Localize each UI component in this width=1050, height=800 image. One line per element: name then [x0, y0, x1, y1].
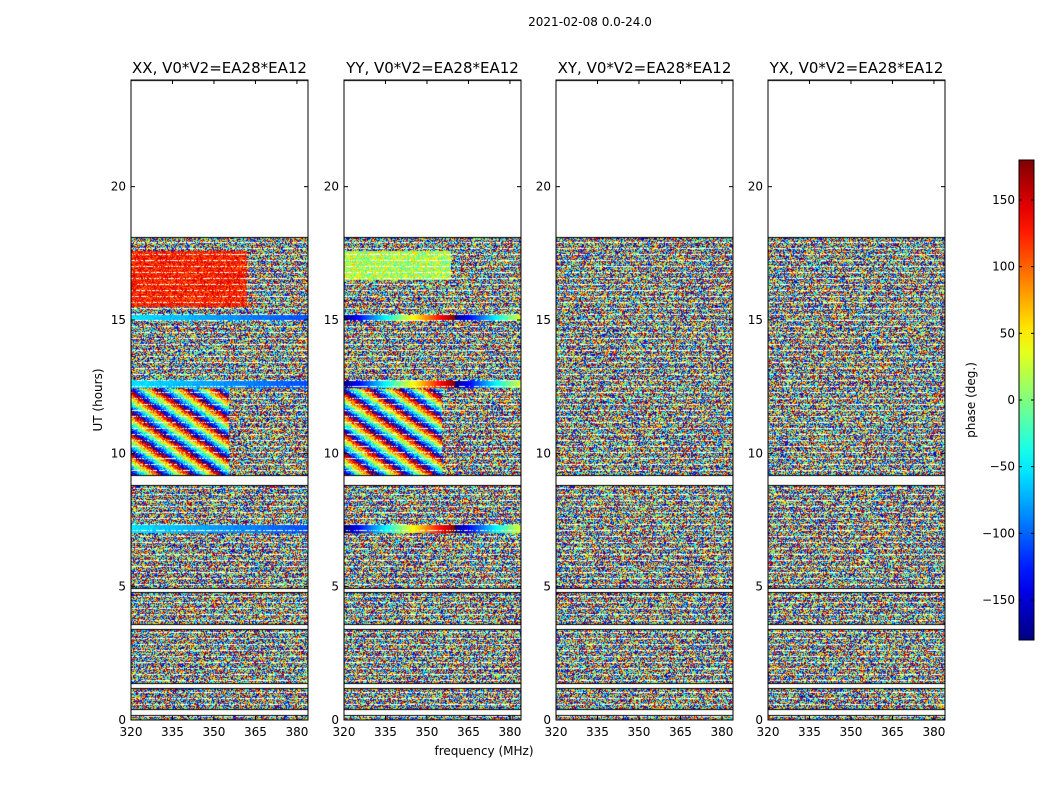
- panel-title: YY, V0*V2=EA28*EA12: [345, 59, 519, 77]
- x-tick-label: 350: [416, 725, 439, 739]
- panel-xy: XY, V0*V2=EA28*EA12 320 335 350 365 380 0 5 10 15…: [536, 59, 734, 739]
- axes-frame: [343, 79, 522, 721]
- x-tick-label: 365: [457, 725, 480, 739]
- colorbar-tick-label: 50: [1000, 326, 1015, 340]
- phase-heatmap-xy: [556, 80, 733, 720]
- axes-frame: [767, 79, 946, 721]
- figure-suptitle: 2021-02-08 0.0-24.0: [528, 15, 652, 29]
- y-tick-label: 5: [118, 580, 126, 594]
- x-tick-label: 335: [161, 725, 184, 739]
- panel-title: XX, V0*V2=EA28*EA12: [132, 59, 307, 77]
- y-tick-label: 10: [536, 446, 551, 460]
- panel-title: YX, V0*V2=EA28*EA12: [769, 59, 944, 77]
- x-tick-label: 350: [203, 725, 226, 739]
- phase-heatmap-xx: [131, 80, 308, 720]
- x-axis-label: frequency (MHz): [434, 744, 533, 758]
- x-tick-label: 320: [333, 725, 356, 739]
- y-tick-label: 15: [536, 313, 551, 327]
- x-tick-label: 350: [840, 725, 863, 739]
- y-tick-label: 0: [543, 713, 551, 727]
- panel-title: XY, V0*V2=EA28*EA12: [558, 59, 732, 77]
- x-tick-label: 320: [120, 725, 143, 739]
- colorbar-tick-label: −150: [982, 593, 1015, 607]
- y-tick-label: 5: [331, 580, 339, 594]
- panel-yy: YY, V0*V2=EA28*EA12 320 335 350 365 380 0 5 10 15…: [324, 59, 522, 739]
- y-tick-label: 0: [118, 713, 126, 727]
- x-tick-label: 380: [710, 725, 733, 739]
- axes-frame: [555, 79, 734, 721]
- x-tick-label: 380: [285, 725, 308, 739]
- colorbar-tick-label: 150: [992, 193, 1015, 207]
- y-tick-label: 10: [748, 446, 763, 460]
- x-tick-label: 380: [498, 725, 521, 739]
- y-tick-label: 15: [111, 313, 126, 327]
- x-tick-label: 335: [798, 725, 821, 739]
- y-tick-label: 0: [331, 713, 339, 727]
- panel-xx: XX, V0*V2=EA28*EA12 320 335 350 365 380 0 5 10 15…: [111, 59, 309, 739]
- x-tick-label: 365: [881, 725, 904, 739]
- y-tick-label: 5: [755, 580, 763, 594]
- y-tick-label: 0: [755, 713, 763, 727]
- y-tick-label: 20: [748, 180, 763, 194]
- x-tick-label: 320: [757, 725, 780, 739]
- phase-heatmap-yx: [768, 80, 945, 720]
- x-tick-label: 335: [586, 725, 609, 739]
- colorbar-label: phase (deg.): [964, 362, 978, 438]
- y-tick-label: 20: [324, 180, 339, 194]
- y-tick-label: 15: [748, 313, 763, 327]
- x-tick-label: 350: [628, 725, 651, 739]
- y-axis-label: UT (hours): [91, 368, 105, 431]
- y-tick-label: 20: [536, 180, 551, 194]
- y-tick-label: 10: [324, 446, 339, 460]
- x-tick-label: 320: [545, 725, 568, 739]
- panel-yx: YX, V0*V2=EA28*EA12 320 335 350 365 380 0 5 10 15…: [748, 59, 946, 739]
- axes-frame: [130, 79, 309, 721]
- x-tick-label: 380: [922, 725, 945, 739]
- y-tick-label: 5: [543, 580, 551, 594]
- colorbar-tick-label: −50: [990, 460, 1015, 474]
- y-tick-label: 15: [324, 313, 339, 327]
- phase-heatmap-yy: [344, 80, 521, 720]
- x-tick-label: 335: [374, 725, 397, 739]
- colorbar: −150 −100 −50 0 50 100 150: [982, 159, 1035, 641]
- x-tick-label: 365: [244, 725, 267, 739]
- x-tick-label: 365: [669, 725, 692, 739]
- colorbar-tick-label: 100: [992, 260, 1015, 274]
- colorbar-tick-label: −100: [982, 526, 1015, 540]
- colorbar-tick-label: 0: [1007, 393, 1015, 407]
- y-tick-label: 20: [111, 180, 126, 194]
- y-tick-label: 10: [111, 446, 126, 460]
- panels-group: XX, V0*V2=EA28*EA12 320 335 350 365 380 0 5 10 15…: [111, 59, 946, 739]
